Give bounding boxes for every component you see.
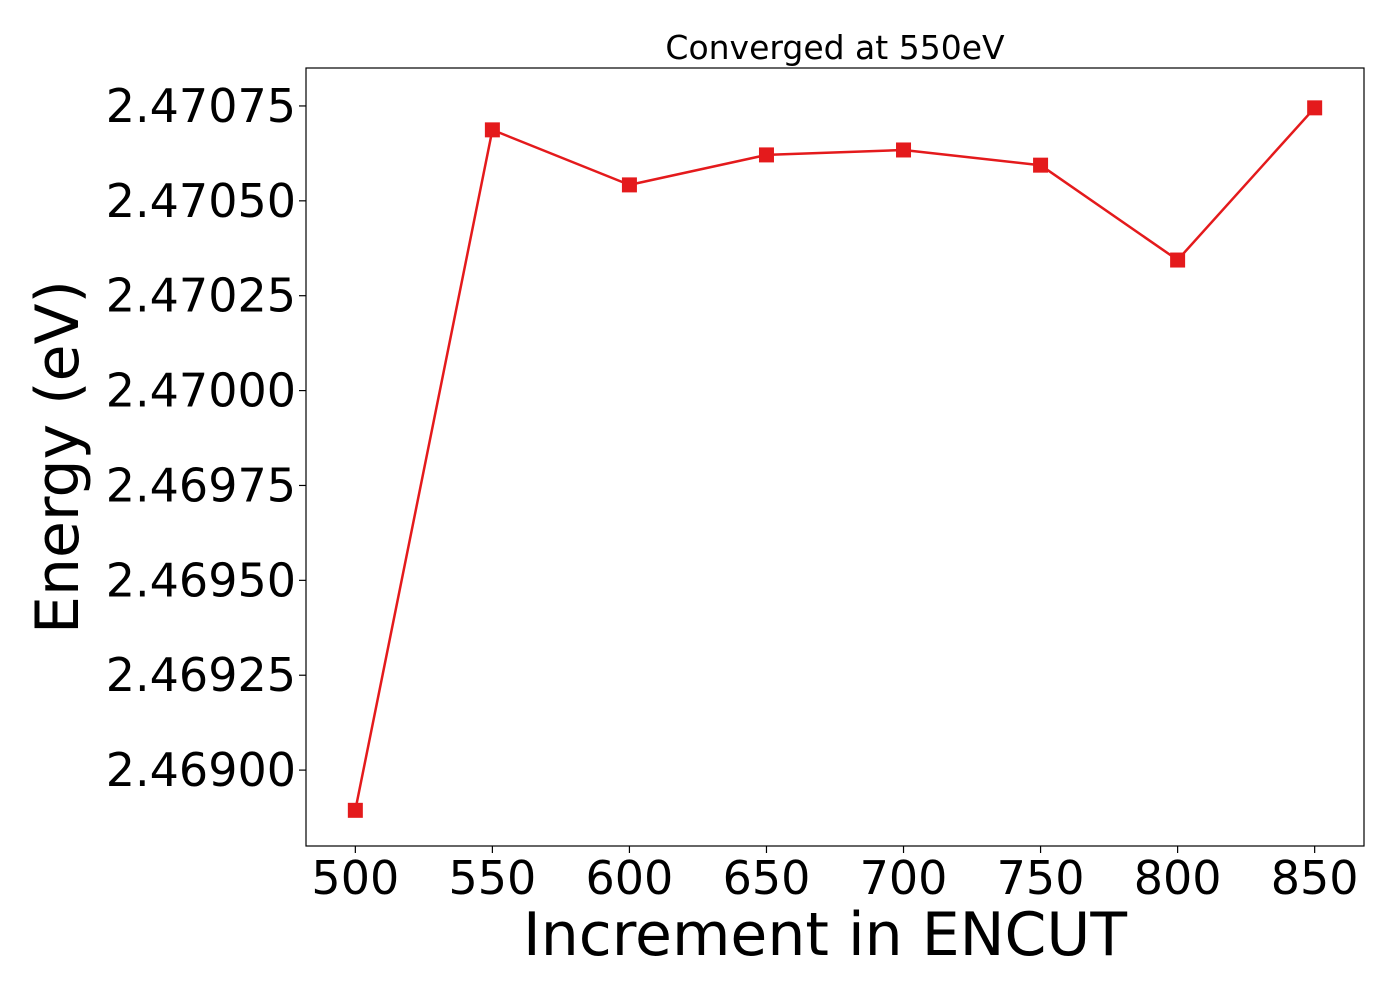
x-axis-title: Increment in ENCUT <box>523 900 1127 970</box>
y-tick-label: 2.46975 <box>106 458 296 512</box>
plot-area-frame <box>305 67 1365 847</box>
data-point-marker <box>484 122 500 138</box>
data-point-marker <box>347 802 363 818</box>
x-axis: 500 550 600 650 700 750 800 850 <box>311 846 1359 905</box>
x-tick-label: 750 <box>997 851 1085 905</box>
x-tick-label: 650 <box>723 851 811 905</box>
y-tick-label: 2.46925 <box>106 648 296 702</box>
y-tick-label: 2.47075 <box>106 79 296 133</box>
y-tick-label: 2.46900 <box>106 743 296 797</box>
y-tick-label: 2.46950 <box>106 553 296 607</box>
data-point-marker <box>1033 157 1049 173</box>
x-tick-label: 600 <box>586 851 674 905</box>
y-tick-label: 2.47050 <box>106 174 296 228</box>
x-tick-label: 700 <box>860 851 948 905</box>
series-layer <box>347 100 1323 818</box>
data-point-marker <box>758 147 774 163</box>
x-tick-label: 500 <box>311 851 399 905</box>
y-tick-label: 2.47025 <box>106 269 296 323</box>
y-axis: 2.46900 2.46925 2.46950 2.46975 2.47000 2.470… <box>106 79 306 797</box>
data-point-marker <box>621 177 637 193</box>
x-tick-label: 850 <box>1271 851 1359 905</box>
data-point-marker <box>1307 100 1323 116</box>
x-tick-label: 800 <box>1134 851 1222 905</box>
series-line <box>354 106 1316 811</box>
y-axis-title: Energy (eV) <box>23 280 93 634</box>
chart-title: Converged at 550eV <box>665 28 1005 67</box>
data-point-marker <box>1170 252 1186 268</box>
x-tick-label: 550 <box>448 851 536 905</box>
y-tick-label: 2.47000 <box>106 364 296 418</box>
data-point-marker <box>896 142 912 158</box>
